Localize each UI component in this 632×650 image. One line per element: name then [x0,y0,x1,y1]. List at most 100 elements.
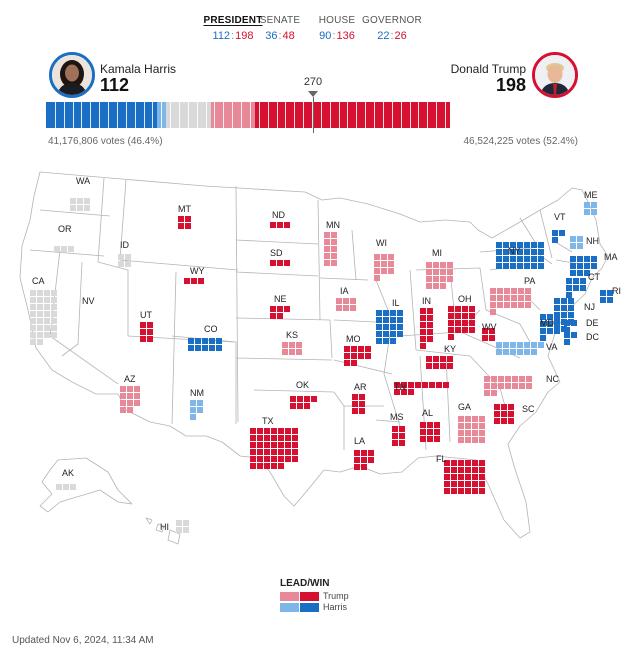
state-md-tiles[interactable] [540,314,560,341]
electoral-vote-tile [394,389,400,395]
state-in-tiles[interactable] [420,308,433,349]
electoral-vote-tile [352,394,358,400]
state-mt-tiles[interactable] [178,216,191,229]
state-label-md: MD [540,318,554,328]
electoral-vote-tile [469,306,475,312]
state-nc-tiles[interactable] [484,376,532,396]
electoral-vote-tile [448,327,454,333]
state-label-va: VA [546,342,557,352]
electoral-vote-tile [510,342,516,348]
tab-president[interactable]: PRESIDENT 112:198 [198,14,268,44]
electoral-vote-tile [397,331,403,337]
state-co-tiles[interactable] [188,338,222,351]
tab-house[interactable]: HOUSE 90:136 [302,14,372,44]
tab-label: GOVERNOR [362,15,422,26]
electoral-vote-tile [277,313,283,319]
state-sd-tiles[interactable] [270,260,290,266]
state-fl-tiles[interactable] [444,460,485,494]
state-wv-tiles[interactable] [482,328,495,341]
state-me-tiles[interactable] [584,202,597,215]
harris-popular-vote: 41,176,806 votes (46.4%) [48,136,163,147]
electoral-vote-tile [479,416,485,422]
state-label-nj: NJ [584,302,595,312]
state-az-tiles[interactable] [120,386,140,413]
state-ky-tiles[interactable] [426,356,453,369]
state-ne-tiles[interactable] [270,306,290,319]
state-nh-tiles[interactable] [570,236,583,249]
state-ut-tiles[interactable] [140,322,153,342]
tab-label: PRESIDENT [203,15,263,26]
state-dc-tiles[interactable] [564,332,577,345]
state-la-tiles[interactable] [354,450,374,470]
state-label-ar: AR [354,382,367,392]
state-nd-tiles[interactable] [270,222,290,228]
state-ok-tiles[interactable] [290,396,317,409]
electoral-vote-tile [354,464,360,470]
state-ms-tiles[interactable] [392,426,405,446]
state-tx-tiles[interactable] [250,428,298,469]
electoral-vote-tile [448,313,454,319]
electoral-vote-tile [426,276,432,282]
state-ca-tiles[interactable] [30,290,57,345]
state-wa-tiles[interactable] [70,198,90,211]
state-wy-tiles[interactable] [184,278,204,284]
state-wi-tiles[interactable] [374,254,394,281]
state-mn-tiles[interactable] [324,232,337,266]
state-or-tiles[interactable] [54,246,74,252]
state-id-tiles[interactable] [118,254,131,267]
ev-bar-divider [533,102,535,128]
state-mi-tiles[interactable] [426,262,453,289]
tab-score: 36:48 [245,28,315,44]
state-pa-tiles[interactable] [490,288,531,315]
state-ia-tiles[interactable] [336,298,356,311]
electoral-vote-tile [426,283,432,289]
electoral-vote-tile [388,261,394,267]
state-label-sc: SC [522,404,535,414]
state-ma-tiles[interactable] [570,256,597,276]
state-ri-tiles[interactable] [600,290,613,303]
electoral-vote-tile [250,442,256,448]
tab-senate[interactable]: SENATE 36:48 [245,14,315,44]
state-label-mn: MN [326,220,340,230]
electoral-vote-tile [134,400,140,406]
electoral-vote-tile [54,246,60,252]
electoral-vote-tile [278,449,284,455]
state-il-tiles[interactable] [376,310,403,344]
state-de-tiles[interactable] [564,320,577,333]
state-al-tiles[interactable] [420,422,440,442]
electoral-vote-tile [496,242,502,248]
tab-governor[interactable]: GOVERNOR 22:26 [357,14,427,44]
state-hi-tiles[interactable] [176,520,189,533]
score-separator: : [231,30,235,42]
state-vt-tiles[interactable] [552,230,565,243]
state-ar-tiles[interactable] [352,394,365,414]
electoral-vote-tile [51,325,57,331]
ev-bar-divider [427,102,429,128]
electoral-vote-tile [399,426,405,432]
electoral-vote-tile [547,328,553,334]
electoral-vote-tile [197,400,203,406]
electoral-vote-tile [408,389,414,395]
electoral-vote-tile [127,393,133,399]
state-ga-tiles[interactable] [458,416,485,443]
electoral-vote-tile [496,263,502,269]
electoral-vote-tile [517,249,523,255]
state-va-tiles[interactable] [496,342,544,355]
state-nm-tiles[interactable] [190,400,203,420]
state-oh-tiles[interactable] [448,306,475,340]
state-mo-tiles[interactable] [344,346,371,366]
electoral-vote-tile [271,442,277,448]
electoral-vote-tile [554,298,560,304]
state-ct-tiles[interactable] [566,278,586,298]
state-sc-tiles[interactable] [494,404,514,424]
electoral-vote-tile [570,243,576,249]
state-ks-tiles[interactable] [282,342,302,355]
state-ny-tiles[interactable] [496,242,544,269]
electoral-vote-tile [426,269,432,275]
ev-bar-divider [241,102,243,128]
electoral-vote-tile [277,306,283,312]
electoral-vote-tile [390,310,396,316]
electoral-vote-tile [525,295,531,301]
state-tn-tiles[interactable] [394,382,449,395]
state-ak-tiles[interactable] [56,484,76,490]
